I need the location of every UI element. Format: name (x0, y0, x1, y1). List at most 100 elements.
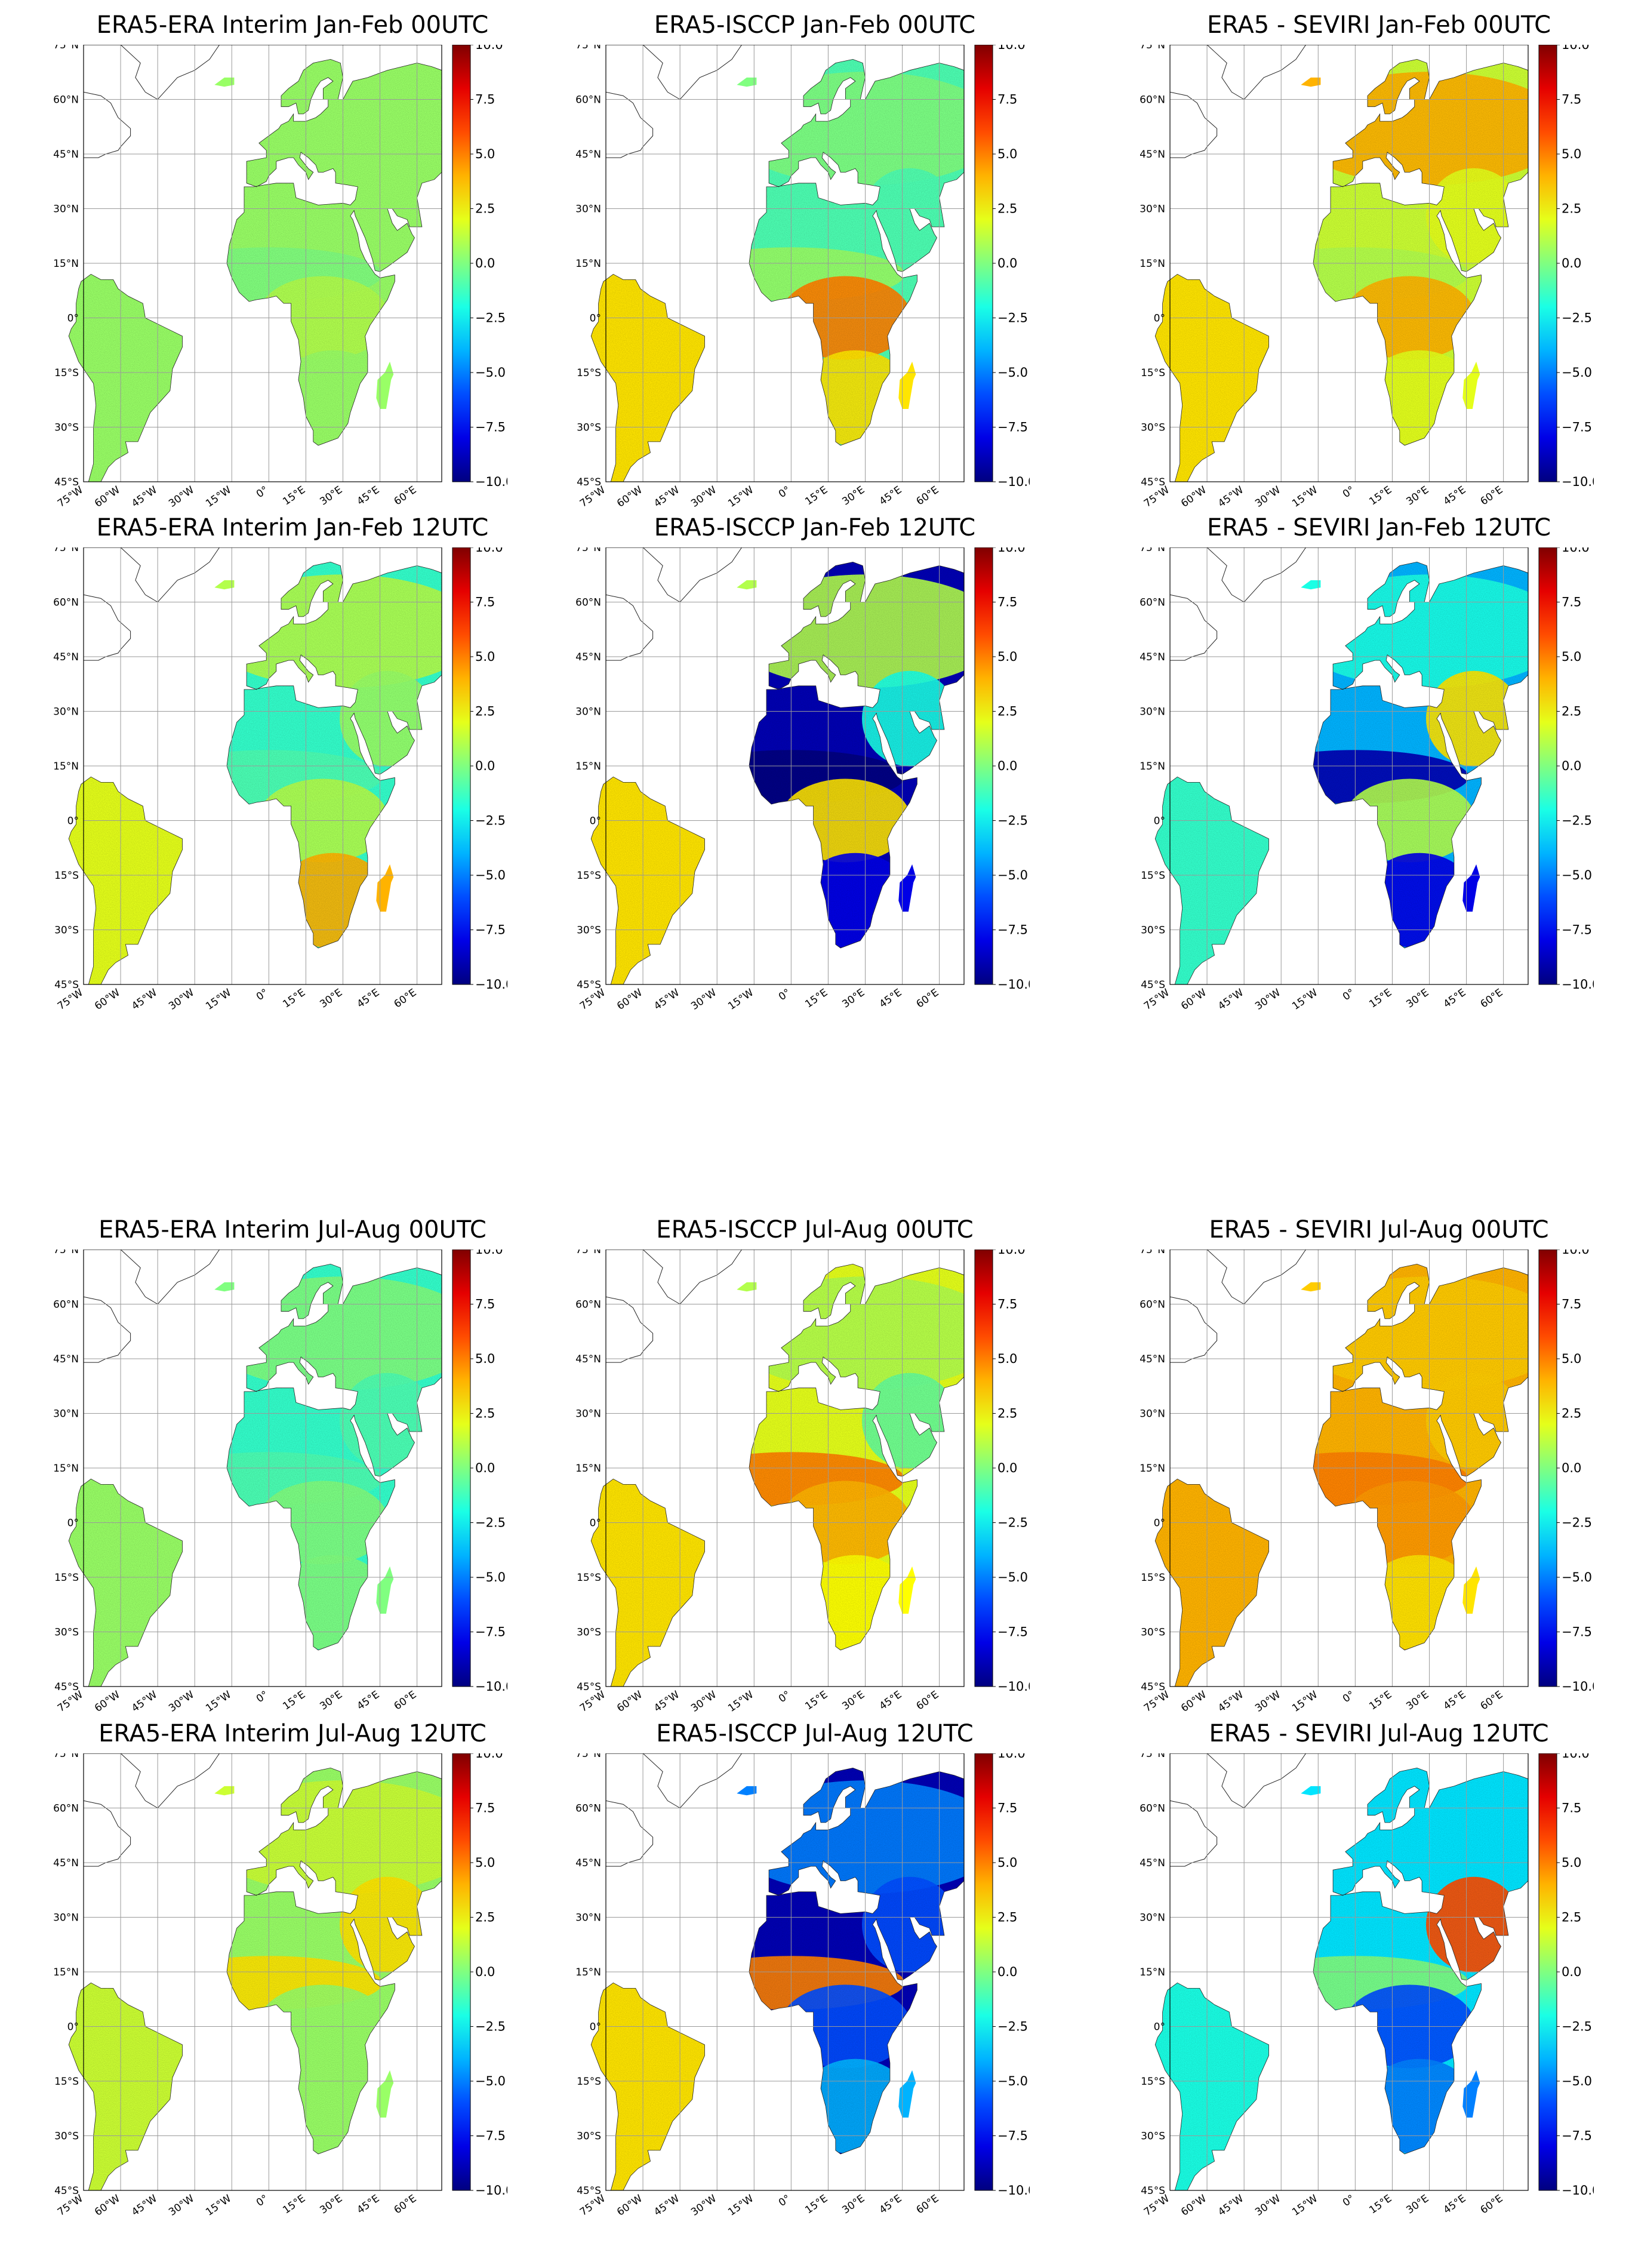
lon-tick-label: 30°E (840, 2193, 867, 2217)
lon-tick-label: 15°W (1290, 484, 1320, 510)
lon-tick-label: 60°E (392, 484, 419, 508)
coastline (68, 776, 183, 985)
lat-tick-label: 45°N (53, 651, 79, 663)
lat-tick-label: 45°N (1140, 1353, 1165, 1365)
panel-title: ERA5 - SEVIRI Jul-Aug 12UTC (1209, 1720, 1549, 1747)
colorbar-tick-label: 5.0 (1562, 650, 1581, 664)
colorbar-tick-label: 0.0 (1562, 1461, 1581, 1475)
lon-tick-label: 30°W (167, 1689, 196, 1715)
colorbar-tick-label: 0.0 (997, 1461, 1017, 1475)
lat-tick-label: 30°S (54, 925, 79, 937)
lat-tick-label: 60°N (1140, 1803, 1165, 1815)
lon-tick-label: 0° (254, 1689, 270, 1705)
lat-tick-label: 15°N (53, 761, 79, 773)
lat-tick-label: 30°S (577, 422, 601, 434)
colorbar-tick-label: 2.5 (1562, 1910, 1581, 1925)
map-panel: 75°N60°N45°N30°N15°N0°15°S30°S45°S75°W 60… (53, 1250, 507, 1715)
colorbar-tick-label: 2.5 (1562, 1407, 1581, 1421)
colorbar-tick-label: −2.5 (475, 311, 506, 325)
lat-tick-label: 15°S (54, 2076, 79, 2088)
lat-tick-label: 15°S (577, 367, 601, 379)
lon-tick-label: 45°E (355, 2193, 381, 2217)
coastline (68, 273, 183, 482)
lon-tick-label: 60°W (615, 1689, 645, 1715)
colorbar-tick-label: 7.5 (1562, 1297, 1581, 1312)
lat-tick-label: 60°N (53, 1299, 79, 1311)
colorbar-tick-label: 7.5 (475, 93, 495, 107)
lon-tick-label: 45°W (130, 1689, 159, 1715)
colorbar (974, 45, 993, 482)
colorbar-tick-label: −7.5 (1562, 1625, 1592, 1639)
colorbar (974, 547, 993, 985)
colorbar-tick-label: −2.5 (1562, 1516, 1592, 1530)
madagascar-land (898, 864, 916, 912)
panel-title: ERA5-ISCCP Jan-Feb 00UTC (654, 11, 976, 39)
lat-tick-label: 45°N (53, 149, 79, 161)
lon-tick-label: 30°E (318, 484, 344, 508)
lon-tick-label: 60°W (615, 2193, 645, 2218)
colorbar-tick-label: 10.0 (475, 1753, 503, 1761)
north-america-coastline (1169, 594, 1218, 661)
lat-tick-label: 30°S (1141, 2131, 1165, 2143)
colorbar-tick-label: 5.0 (475, 650, 495, 664)
lon-tick-label: 60°E (392, 987, 419, 1011)
lat-tick-label: 15°S (54, 1572, 79, 1584)
colorbar-tick-label: −2.5 (997, 1516, 1028, 1530)
map-frame (605, 1753, 965, 2191)
colorbar-tick-label: −10.0 (1562, 475, 1594, 489)
colorbar-tick-label: −10.0 (475, 977, 507, 992)
colorbar-tick-label: 5.0 (475, 1352, 495, 1366)
lon-tick-label: 30°E (1404, 1689, 1431, 1713)
lon-tick-label: 45°W (652, 1689, 682, 1715)
lat-tick-label: 15°N (1140, 1967, 1165, 1978)
lon-tick-label: 45°W (652, 2193, 682, 2218)
colorbar (452, 1250, 471, 1687)
lon-tick-label: 45°W (1216, 484, 1246, 510)
colorbar-tick-label: −5.0 (997, 2074, 1028, 2088)
lon-tick-label: 30°W (1253, 484, 1283, 510)
lat-tick-label: 15°N (1140, 761, 1165, 773)
lon-tick-label: 45°W (652, 987, 682, 1013)
colorbar-tick-label: 7.5 (1562, 1801, 1581, 1815)
madagascar-land (376, 1566, 394, 1614)
madagascar-land (898, 361, 916, 409)
colorbar-tick-label: 0.0 (475, 1461, 495, 1475)
lon-tick-label: 60°E (1479, 2193, 1505, 2217)
colorbar-tick-label: 2.5 (475, 1407, 495, 1421)
colorbar-tick-label: −5.0 (475, 1570, 506, 1584)
colorbar-tick-label: 7.5 (475, 1297, 495, 1312)
madagascar-land (1462, 864, 1480, 912)
map-frame (83, 1753, 442, 2191)
map-panel: 75°N60°N45°N30°N15°N0°15°S30°S45°S75°W 60… (1140, 45, 1594, 510)
panel-title: ERA5-ERA Interim Jul-Aug 00UTC (98, 1216, 486, 1244)
colorbar-tick-label: −7.5 (997, 923, 1028, 937)
colorbar-tick-label: 7.5 (1562, 595, 1581, 610)
north-america-coastline (605, 1800, 654, 1867)
iceland-land (1301, 1282, 1321, 1292)
coastline (749, 59, 965, 446)
lon-tick-label: 45°W (130, 987, 159, 1013)
lat-tick-label: 15°N (53, 1463, 79, 1475)
lat-tick-label: 30°S (1141, 925, 1165, 937)
lon-tick-label: 45°E (1441, 484, 1468, 508)
colorbar (452, 547, 471, 985)
coastline (590, 1982, 705, 2191)
colorbar-tick-label: −7.5 (475, 420, 506, 435)
lon-tick-label: 15°W (726, 484, 756, 510)
colorbar-tick-label: 0.0 (475, 1965, 495, 1979)
lon-tick-label: 15°E (803, 987, 830, 1011)
lat-tick-label: 15°S (1141, 2076, 1165, 2088)
lat-tick-label: 30°N (575, 1408, 601, 1420)
colorbar-tick-label: 2.5 (475, 202, 495, 216)
north-america-coastline (605, 594, 654, 661)
map-frame (1169, 45, 1529, 482)
colorbar-tick-label: −2.5 (475, 2020, 506, 2034)
colorbar-tick-label: −10.0 (1562, 2183, 1594, 2198)
lon-tick-label: 15°W (1290, 2193, 1320, 2218)
madagascar-land (376, 361, 394, 409)
colorbar-tick-label: 0.0 (1562, 256, 1581, 270)
lon-tick-label: 30°E (318, 1689, 344, 1713)
lon-tick-label: 0° (1341, 484, 1357, 500)
lat-tick-label: 75°N (575, 547, 601, 554)
